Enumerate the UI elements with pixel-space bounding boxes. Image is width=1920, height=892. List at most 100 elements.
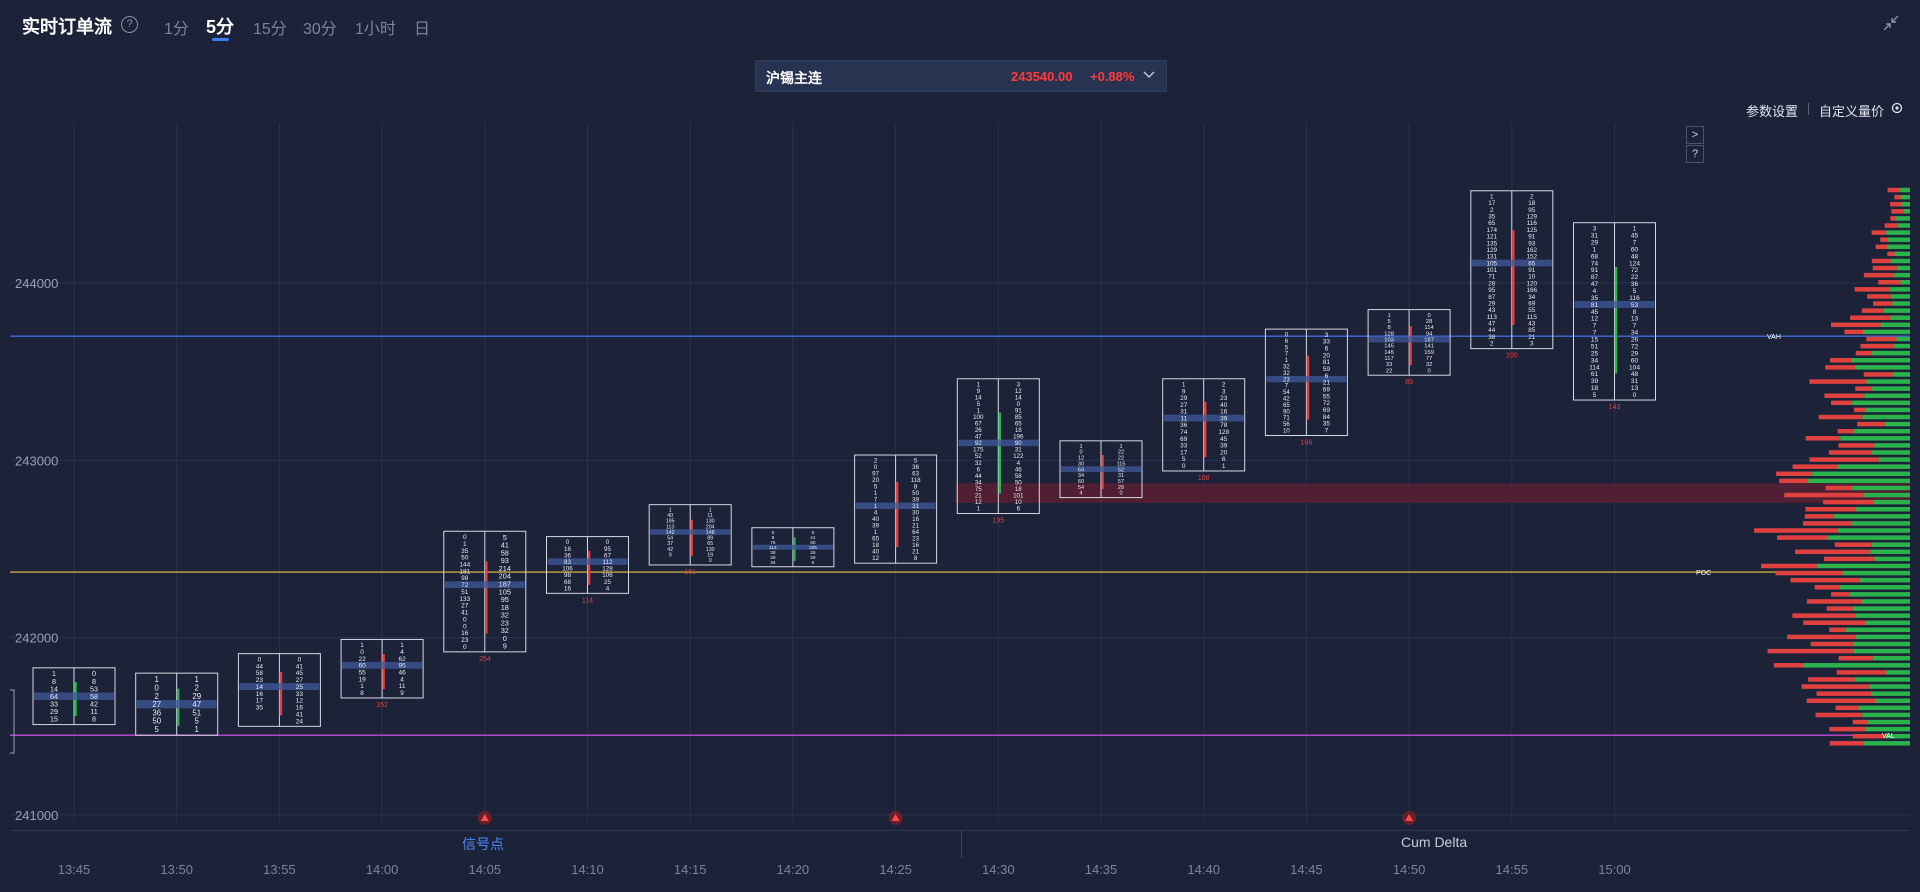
profile-ask-bar: [1852, 733, 1886, 739]
bid-volume: 47: [975, 434, 982, 441]
bid-volume: 9: [977, 388, 981, 395]
ask-volume: 22: [1118, 450, 1124, 456]
bid-volume: 5: [874, 484, 878, 491]
ask-volume: 34: [1528, 294, 1536, 301]
bid-volume: 7: [874, 497, 878, 504]
tab-5min[interactable]: 5分: [206, 17, 235, 37]
profile-bid-bar: [1842, 570, 1910, 576]
ask-volume: 85: [1015, 414, 1022, 421]
profile-bid-bar: [1880, 322, 1910, 328]
profile-ask-bar: [1850, 315, 1891, 320]
bid-volume: 23: [256, 677, 264, 684]
bid-volume: 91: [1591, 267, 1599, 274]
signal-panel-label[interactable]: 信号点: [462, 836, 504, 852]
expand-panel-button[interactable]: >: [1686, 126, 1704, 144]
ask-volume: 122: [1013, 453, 1024, 460]
profile-ask-bar: [1775, 570, 1843, 576]
bid-volume: 6: [1285, 338, 1289, 345]
bid-volume: 20: [872, 477, 879, 484]
ask-volume: 162: [1527, 247, 1538, 254]
ask-volume: 7: [1633, 323, 1637, 330]
ask-volume: 6: [1017, 506, 1021, 513]
bid-volume: 16: [461, 630, 469, 637]
ask-volume: 21: [912, 549, 919, 556]
tab-30min[interactable]: 30分: [303, 21, 337, 38]
bid-volume: 23: [461, 637, 469, 644]
gear-icon[interactable]: [1891, 102, 1903, 114]
panel-separator: [10, 830, 1910, 831]
profile-ask-bar: [1792, 464, 1838, 469]
bid-volume: 68: [1591, 253, 1599, 260]
ask-volume: 3: [1530, 341, 1534, 348]
bid-volume: 1: [977, 506, 981, 513]
profile-bid-bar: [1870, 549, 1910, 555]
profile-bid-bar: [1865, 407, 1910, 413]
bid-volume: 36: [1180, 422, 1188, 429]
bid-volume: 1: [463, 541, 467, 548]
profile-ask-bar: [1806, 698, 1876, 704]
ask-volume: 5: [503, 533, 507, 542]
bid-volume: 1: [1182, 382, 1186, 389]
candle-delta: 152: [376, 702, 388, 709]
bid-volume: 16: [564, 546, 571, 553]
profile-bid-bar: [1855, 506, 1910, 512]
bid-volume: 22: [1386, 368, 1393, 374]
profile-bid-bar: [1897, 223, 1910, 228]
profile-ask-bar: [1754, 528, 1838, 533]
footprint-poc-row: [1266, 375, 1347, 383]
bid-volume: 1: [874, 490, 878, 497]
profile-bid-bar: [1851, 400, 1910, 406]
params-settings-link[interactable]: 参数设置: [1746, 104, 1799, 119]
ask-volume: 196: [1013, 434, 1024, 441]
profile-ask-bar: [1828, 450, 1872, 455]
profile-bid-bar: [1845, 627, 1910, 633]
bid-volume: 128: [1384, 331, 1394, 337]
signal-marker: [1405, 814, 1414, 821]
tab-1min[interactable]: 1分: [164, 21, 189, 38]
x-tick-label: 13:50: [160, 862, 193, 877]
ask-volume: 20: [1323, 352, 1331, 359]
bid-volume: 51: [461, 589, 469, 596]
tab-15min[interactable]: 15分: [253, 21, 287, 38]
tab-day[interactable]: 日: [414, 21, 431, 38]
profile-ask-bar: [1863, 372, 1893, 377]
ask-volume: 91: [1528, 267, 1536, 274]
cum-delta-panel-label[interactable]: Cum Delta: [1401, 834, 1468, 850]
ask-volume: 48: [1631, 253, 1639, 260]
signal-marker: [891, 814, 900, 821]
tab-1hour[interactable]: 1小时: [355, 21, 396, 38]
symbol-selector[interactable]: 沪锡主连 243540.00 +0.88%: [755, 60, 1167, 92]
bid-volume: 1: [1285, 357, 1289, 364]
bid-volume: 68: [564, 579, 571, 586]
signal-marker: [480, 814, 489, 821]
help-icon[interactable]: ?: [121, 16, 138, 33]
chart-help-button[interactable]: ?: [1686, 145, 1704, 163]
bid-volume: 97: [872, 471, 879, 478]
ask-volume: 95: [1528, 207, 1536, 214]
ask-volume: 29: [192, 692, 201, 701]
x-tick-label: 14:50: [1393, 862, 1426, 877]
ask-volume: 26: [810, 550, 816, 556]
collapse-icon[interactable]: [1882, 14, 1900, 32]
bid-volume: 41: [461, 610, 469, 617]
candle-delta: 101: [684, 569, 696, 576]
bid-volume: 7: [1285, 383, 1289, 390]
bid-volume: 1: [360, 642, 364, 649]
bid-volume: 11: [1180, 415, 1187, 422]
bid-volume: 4: [874, 510, 878, 517]
profile-bid-bar: [1900, 194, 1910, 200]
bid-volume: 18: [1591, 385, 1599, 392]
profile-ask-bar: [1773, 663, 1804, 668]
high-volume-band: [955, 483, 1910, 503]
bid-volume: 75: [975, 486, 982, 493]
bid-volume: 47: [1591, 281, 1599, 288]
ask-volume: 72: [1631, 343, 1639, 350]
ask-volume: 55: [1323, 393, 1331, 400]
profile-ask-bar: [1835, 705, 1859, 711]
profile-ask-bar: [1801, 684, 1869, 689]
ask-volume: 50: [912, 490, 919, 497]
bid-volume: 0: [463, 623, 467, 630]
bid-volume: 105: [1487, 260, 1498, 267]
custom-volume-price-link[interactable]: 自定义量价: [1819, 104, 1885, 119]
profile-ask-bar: [1887, 251, 1895, 257]
